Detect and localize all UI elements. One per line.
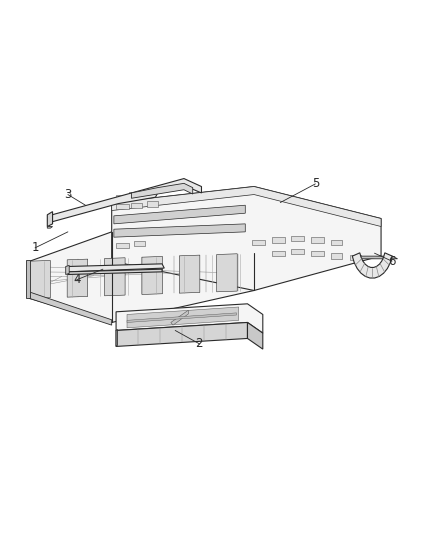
Polygon shape [291,249,304,254]
Polygon shape [331,253,342,259]
Polygon shape [171,310,188,325]
Polygon shape [116,329,117,346]
Polygon shape [30,232,254,322]
Polygon shape [112,187,381,290]
Polygon shape [131,203,142,208]
Polygon shape [129,192,140,197]
Polygon shape [352,253,392,278]
Polygon shape [114,205,245,224]
Polygon shape [311,237,324,243]
Polygon shape [311,251,324,256]
Polygon shape [252,240,265,245]
Polygon shape [272,251,285,256]
Polygon shape [48,216,50,223]
Polygon shape [116,204,129,209]
Polygon shape [217,254,237,292]
Polygon shape [331,240,342,245]
Polygon shape [134,241,145,246]
Polygon shape [47,212,53,227]
Polygon shape [105,258,125,296]
Polygon shape [142,256,162,294]
Polygon shape [48,179,201,222]
Polygon shape [114,224,245,237]
Polygon shape [68,269,162,274]
Polygon shape [47,227,53,228]
Polygon shape [116,243,129,248]
Polygon shape [116,322,247,346]
Polygon shape [247,322,263,349]
Polygon shape [127,307,239,328]
Polygon shape [272,237,285,243]
Polygon shape [116,195,127,200]
Polygon shape [147,201,158,207]
Polygon shape [179,255,200,293]
Polygon shape [116,304,263,333]
Polygon shape [112,187,381,227]
Text: 6: 6 [388,255,396,268]
Text: 1: 1 [31,241,39,254]
Text: 5: 5 [312,177,319,190]
Polygon shape [67,259,88,297]
Polygon shape [68,264,164,272]
Polygon shape [291,236,304,241]
Polygon shape [131,183,193,198]
Polygon shape [30,292,112,325]
Polygon shape [30,261,50,298]
Polygon shape [66,265,69,274]
Polygon shape [350,255,361,260]
Text: 3: 3 [64,188,71,201]
Text: 2: 2 [195,337,203,350]
Polygon shape [26,260,30,298]
Text: 4: 4 [73,273,81,286]
Polygon shape [127,313,237,322]
Polygon shape [352,256,398,259]
